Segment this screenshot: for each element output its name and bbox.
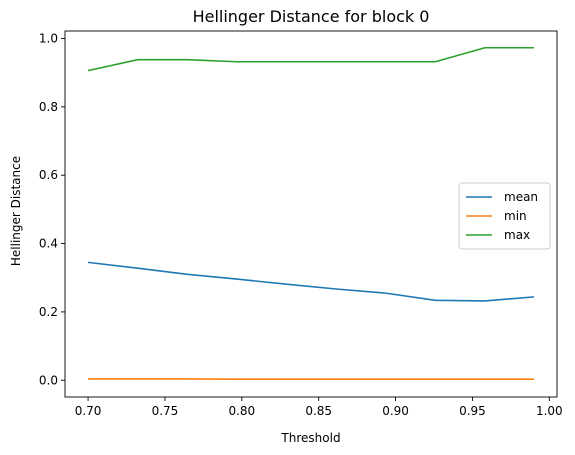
legend: mean min max xyxy=(458,182,551,250)
y-tick-label: 0.4 xyxy=(39,237,58,251)
y-tick-label: 0.8 xyxy=(39,100,58,114)
x-tick-label: 0.85 xyxy=(305,404,332,418)
y-axis-label: Hellinger Distance xyxy=(9,156,23,266)
x-axis: 0.70 0.75 0.80 0.85 0.90 0.95 1.00 xyxy=(75,397,563,418)
x-axis-label: Threshold xyxy=(280,431,340,445)
legend-label-mean: mean xyxy=(504,190,538,204)
legend-label-max: max xyxy=(504,228,530,242)
series-line-max xyxy=(87,46,534,72)
x-tick-label: 0.75 xyxy=(152,404,179,418)
plot-area xyxy=(64,30,558,398)
chart-title: Hellinger Distance for block 0 xyxy=(193,7,430,26)
plot-frame xyxy=(64,30,558,398)
y-tick-label: 1.0 xyxy=(39,32,58,46)
x-tick-label: 0.90 xyxy=(382,404,409,418)
legend-box xyxy=(458,182,551,250)
legend-label-min: min xyxy=(504,209,527,223)
x-tick-label: 1.00 xyxy=(536,404,563,418)
x-tick-label: 0.70 xyxy=(75,404,102,418)
x-tick-label: 0.80 xyxy=(228,404,255,418)
y-tick-label: 0.2 xyxy=(39,305,58,319)
x-tick-label: 0.95 xyxy=(459,404,486,418)
y-axis: 0.0 0.2 0.4 0.6 0.8 1.0 xyxy=(39,32,65,387)
y-tick-label: 0.6 xyxy=(39,168,58,182)
series-line-mean xyxy=(87,261,535,302)
series-layer xyxy=(87,46,535,381)
y-tick-label: 0.0 xyxy=(39,373,58,387)
